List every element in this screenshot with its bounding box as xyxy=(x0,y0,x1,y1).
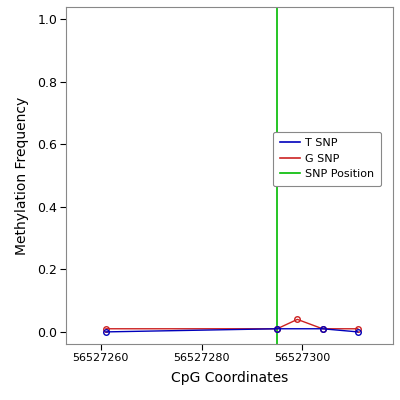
Legend: T SNP, G SNP, SNP Position: T SNP, G SNP, SNP Position xyxy=(273,132,381,186)
X-axis label: CpG Coordinates: CpG Coordinates xyxy=(171,371,288,385)
Y-axis label: Methylation Frequency: Methylation Frequency xyxy=(15,96,29,255)
